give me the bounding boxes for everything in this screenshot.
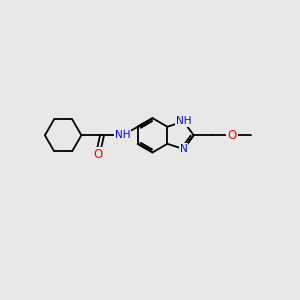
Text: NH: NH (176, 116, 191, 127)
Text: O: O (93, 148, 102, 161)
Text: NH: NH (115, 130, 130, 140)
Text: NH: NH (115, 130, 130, 140)
Text: O: O (93, 148, 102, 161)
Text: O: O (227, 129, 237, 142)
Text: NH: NH (176, 116, 191, 127)
Text: N: N (180, 144, 188, 154)
Text: N: N (180, 144, 188, 154)
Text: O: O (227, 129, 237, 142)
